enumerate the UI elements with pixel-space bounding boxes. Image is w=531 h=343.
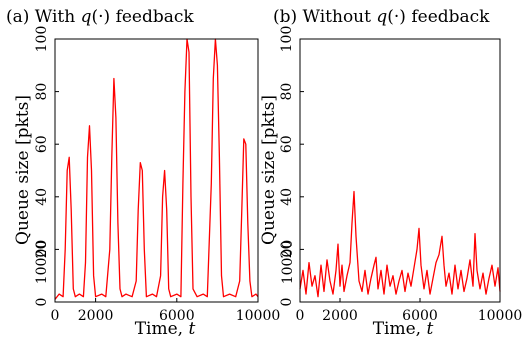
panel-a-x-tick-label: 10000 xyxy=(236,308,281,324)
panel-a-plot-frame xyxy=(54,38,259,303)
panel-a-x-tick-label: 0 xyxy=(51,308,60,324)
panel-a-y-tick-label: 100 xyxy=(34,26,50,53)
panel-b-y-tick-label-extra: 10000 xyxy=(280,240,296,285)
panel-a-x-tick-label: 2000 xyxy=(78,308,114,324)
panel-b-plot-frame xyxy=(299,38,501,303)
panel-a-title: (a) With q(·) feedback xyxy=(6,7,194,27)
panel-b-y-tick-label: 100 xyxy=(279,26,295,53)
panel-a-y-tick-label: 40 xyxy=(34,188,50,206)
panel-a-y-tick-label-extra: 10000 xyxy=(34,240,50,285)
panel-a-y-tick-label: 60 xyxy=(34,135,50,153)
panel-b-x-tick-label: 2000 xyxy=(322,308,358,324)
panel-b-x-tick-label: 0 xyxy=(296,308,305,324)
panel-b-series-line-0 xyxy=(299,190,501,298)
panel-b-y-tick-label: 40 xyxy=(279,188,295,206)
panel-b-y-tick-label: 80 xyxy=(279,83,295,101)
panel-b-y-axis-label: Queue size [pkts] xyxy=(259,95,279,245)
panel-a-series-line-0 xyxy=(54,38,259,300)
panel-a-y-tick-label: 20 xyxy=(34,240,50,258)
panel-b-title: (b) Without q(·) feedback xyxy=(273,7,490,27)
panel-a-y-axis-label: Queue size [pkts] xyxy=(13,95,33,245)
panel-a-x-tick-label: 6000 xyxy=(159,308,195,324)
panel-b-y-tick-label: 0 xyxy=(279,298,295,307)
panel-b-x-tick-label: 10000 xyxy=(478,308,523,324)
panel-b-x-axis-label: Time, t xyxy=(373,319,434,339)
panel-a-y-tick-label: 80 xyxy=(34,83,50,101)
panel-b-y-tick-label: 60 xyxy=(279,135,295,153)
panel-b: (b) Without q(·) feedback Queue size [pk… xyxy=(259,7,522,339)
panel-a-y-tick-label: 0 xyxy=(34,298,50,307)
panel-a-x-axis-label: Time, t xyxy=(135,319,196,339)
panel-b-y-tick-label: 20 xyxy=(279,240,295,258)
panel-a: (a) With q(·) feedback Queue size [pkts]… xyxy=(6,7,280,339)
panel-b-x-tick-label: 6000 xyxy=(402,308,438,324)
